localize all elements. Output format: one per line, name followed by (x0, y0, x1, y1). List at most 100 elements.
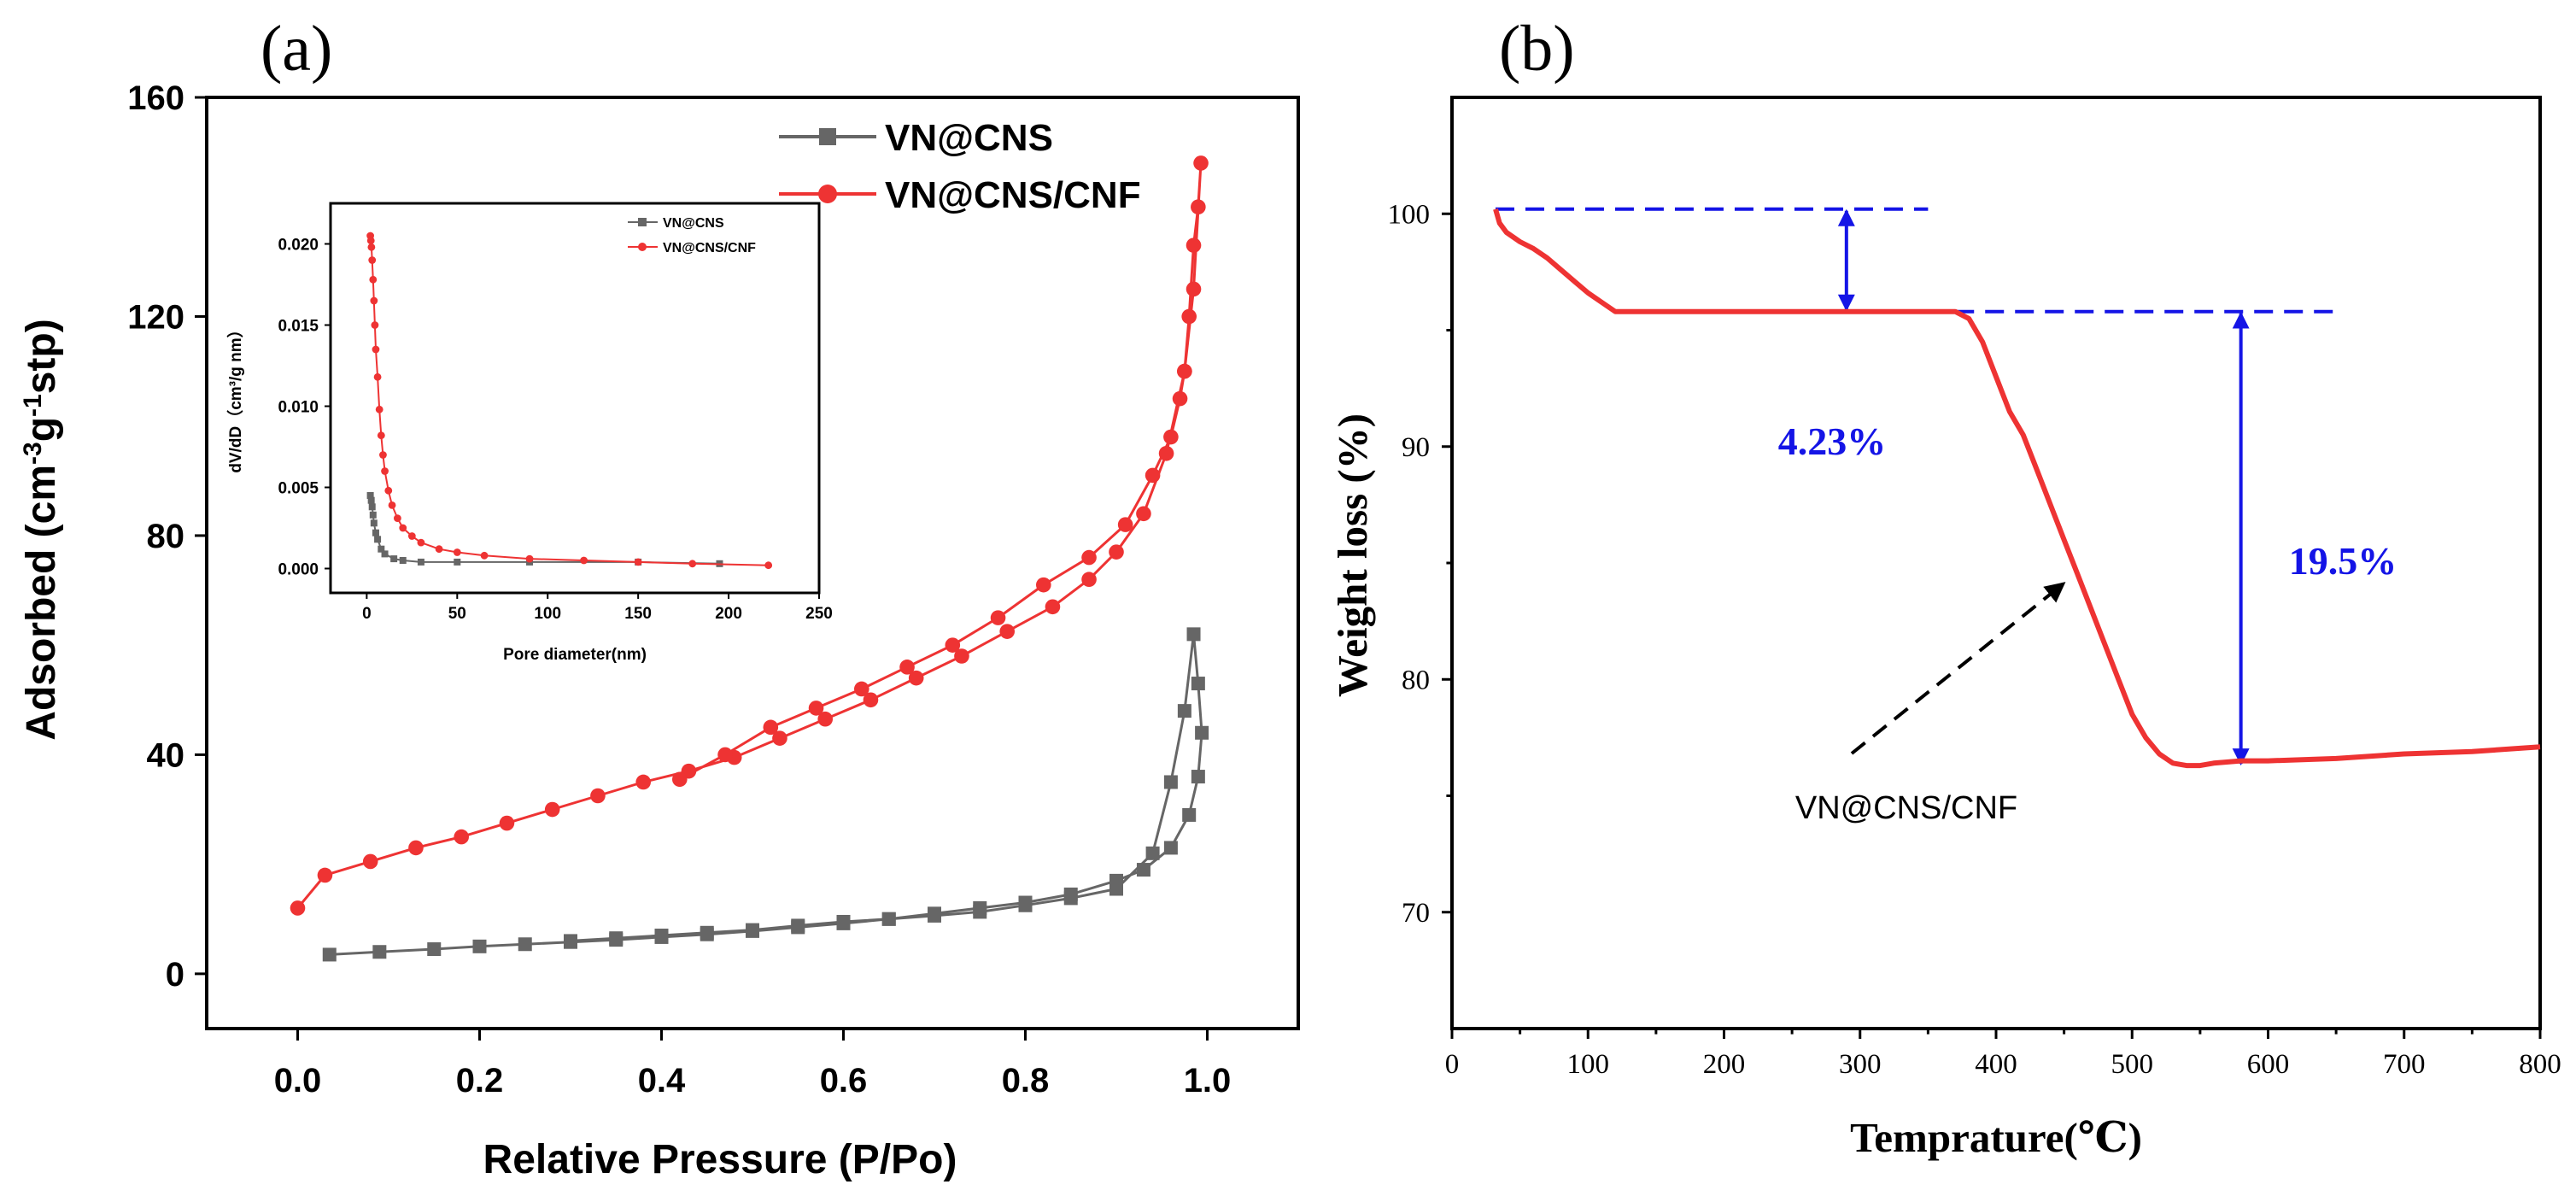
inset-point-vn-cns (378, 545, 385, 553)
panel-a-frame (205, 96, 1300, 1030)
inset-y-tick-label-0-000: 0.000 (278, 561, 319, 579)
panel-a-point-vn-cns-cnf (1181, 308, 1197, 325)
inset-y-tick-label-0-005: 0.005 (278, 480, 319, 498)
inset-point-vn-cns (399, 557, 407, 564)
inset-point-vn-cns-cnf (366, 237, 375, 245)
inset-point-vn-cns (417, 558, 424, 566)
inset-point-vn-cns-cnf (373, 372, 382, 381)
panel-b-x-tick-label-100: 100 (1567, 1049, 1610, 1080)
panel-a-y-tick-label-160: 160 (127, 79, 184, 117)
panel-a-y-tick-label-0: 0 (166, 956, 184, 994)
panel-a-point-vn-cns-cnf (1186, 237, 1202, 253)
panel-a-point-vn-cns (1145, 846, 1160, 860)
panel-a-point-vn-cns (700, 925, 714, 940)
inset-point-vn-cns-cnf (372, 345, 380, 354)
inset-legend-marker-vn-cns-cnf (638, 243, 647, 251)
panel-b-pointer-arrow (1850, 582, 2066, 755)
y-label-part-c: g (19, 417, 64, 442)
panel-a-point-vn-cns (1177, 704, 1191, 718)
panel-a-y-axis-label: Adsorbed (cm-3g-1stp) (19, 319, 64, 740)
inset-point-vn-cns-cnf (388, 501, 396, 509)
panel-a-x-tick-label-0-4: 0.4 (638, 1062, 686, 1099)
panel-a-point-vn-cns-cnf (1081, 549, 1097, 566)
panel-a-point-vn-cns-cnf (362, 853, 378, 870)
panel-b-series-line-vn-cns-cnf (1493, 208, 2541, 769)
panel-a-point-vn-cns (1136, 863, 1150, 877)
annotation-vn-cns-cnf: VN@CNS/CNF (1795, 790, 2017, 826)
panel-a-y-tick-label-40: 40 (147, 736, 185, 774)
panel-a-point-vn-cns (372, 945, 387, 959)
panel-b-y-tick-label-70: 70 (1402, 898, 1430, 929)
panel-a-point-vn-cns (791, 918, 805, 933)
panel-a-point-vn-cns-cnf (863, 692, 879, 708)
panel-a-point-vn-cns-cnf (717, 747, 733, 763)
inset-point-vn-cns-cnf (525, 554, 534, 563)
inset-x-tick-label-150: 150 (624, 605, 652, 623)
panel-b-y-axis-label: Weight loss (%) (1329, 413, 1376, 697)
panel-a-point-vn-cns-cnf (290, 900, 306, 916)
inset-x-tick-label-0: 0 (362, 605, 372, 623)
inset-y-axis-label: dV/dD（cm³/g nm） (225, 321, 245, 472)
panel-a-point-vn-cns-cnf (1045, 599, 1061, 615)
y-label-part-b: -3 (19, 442, 47, 465)
panel-a-x-tick-label-1-0: 1.0 (1184, 1062, 1232, 1099)
panel-a-y-tick-label-80: 80 (147, 518, 185, 555)
inset-point-vn-cns-cnf (634, 558, 642, 566)
panel-a-x-tick-label-0-8: 0.8 (1002, 1062, 1050, 1099)
panel-a-point-vn-cns-cnf (999, 624, 1015, 639)
panel-a-point-vn-cns (973, 905, 987, 919)
inset-point-vn-cns-cnf (480, 551, 489, 560)
legend-marker-vn-cns (819, 128, 836, 145)
panel-b-x-tick-label-200: 200 (1703, 1049, 1746, 1080)
panel-a-point-vn-cns (609, 931, 624, 946)
inset-point-vn-cns-cnf (370, 296, 378, 305)
inset-point-vn-cns-cnf (399, 524, 407, 532)
panel-a-point-vn-cns (836, 914, 851, 929)
inset-point-vn-cns (374, 536, 382, 543)
y-label-part-a: Adsorbed (cm (19, 465, 64, 741)
panel-a-point-vn-cns (881, 912, 896, 926)
inset-legend-label-vn-cns: VN@CNS (663, 216, 724, 231)
panel-b-x-tick-label-300: 300 (1839, 1049, 1882, 1080)
panel-a-point-vn-cns (564, 934, 577, 948)
panel-a-point-vn-cns-cnf (408, 840, 424, 856)
inset-point-vn-cns-cnf (377, 431, 385, 440)
annotation-19-5-percent: 19.5% (2289, 539, 2397, 583)
inset-point-vn-cns-cnf (381, 467, 389, 475)
inset-point-vn-cns-cnf (453, 548, 461, 556)
panel-b-x-tick-label-400: 400 (1975, 1049, 2017, 1080)
inset-point-vn-cns-cnf (764, 561, 773, 570)
panel-b-letter: (b) (1499, 13, 1575, 85)
inset-point-vn-cns (366, 492, 374, 499)
inset-x-tick-label-200: 200 (715, 605, 742, 623)
panel-a-point-vn-cns (654, 929, 669, 942)
inset-chart: 0 50 100 150 200 250 0.000 0.005 0.010 0.015 0.020… (225, 202, 833, 664)
panel-a-point-vn-cns-cnf (1191, 199, 1206, 215)
panel-a-point-vn-cns-cnf (1193, 155, 1209, 171)
panel-a-point-vn-cns-cnf (1036, 577, 1051, 593)
legend-label-vn-cns-cnf: VN@CNS/CNF (885, 174, 1141, 216)
panel-a-point-vn-cns (1063, 891, 1078, 906)
panel-a-point-vn-cns (322, 947, 337, 962)
panel-a-point-vn-cns-cnf (954, 648, 969, 664)
panel-a-point-vn-cns-cnf (854, 681, 869, 697)
panel-a-chart: 0.0 0.2 0.4 0.6 0.8 1.0 0 40 80 120 160 Relative P… (19, 79, 1300, 1182)
inset-point-vn-cns-cnf (371, 321, 379, 329)
panel-b-x-tick-label-0: 0 (1445, 1049, 1460, 1080)
panel-a-point-vn-cns-cnf (1163, 429, 1179, 445)
panel-a-point-vn-cns-cnf (1136, 506, 1151, 522)
panel-b-x-tick-label-800: 800 (2519, 1049, 2561, 1080)
inset-point-vn-cns (390, 555, 398, 563)
panel-b-x-tick-label-500: 500 (2111, 1049, 2154, 1080)
panel-a-point-vn-cns (518, 937, 532, 952)
panel-b-y-tick-label-80: 80 (1402, 665, 1430, 695)
panel-a-point-vn-cns-cnf (763, 719, 779, 736)
inset-point-vn-cns-cnf (393, 514, 401, 522)
panel-a-point-vn-cns (427, 942, 442, 957)
panel-a-point-vn-cns-cnf (590, 788, 606, 804)
panel-a-point-vn-cns-cnf (1145, 467, 1161, 484)
panel-a-point-vn-cns-cnf (454, 829, 469, 845)
panel-a-point-vn-cns (746, 923, 759, 937)
panel-a-point-vn-cns-cnf (1186, 281, 1202, 297)
